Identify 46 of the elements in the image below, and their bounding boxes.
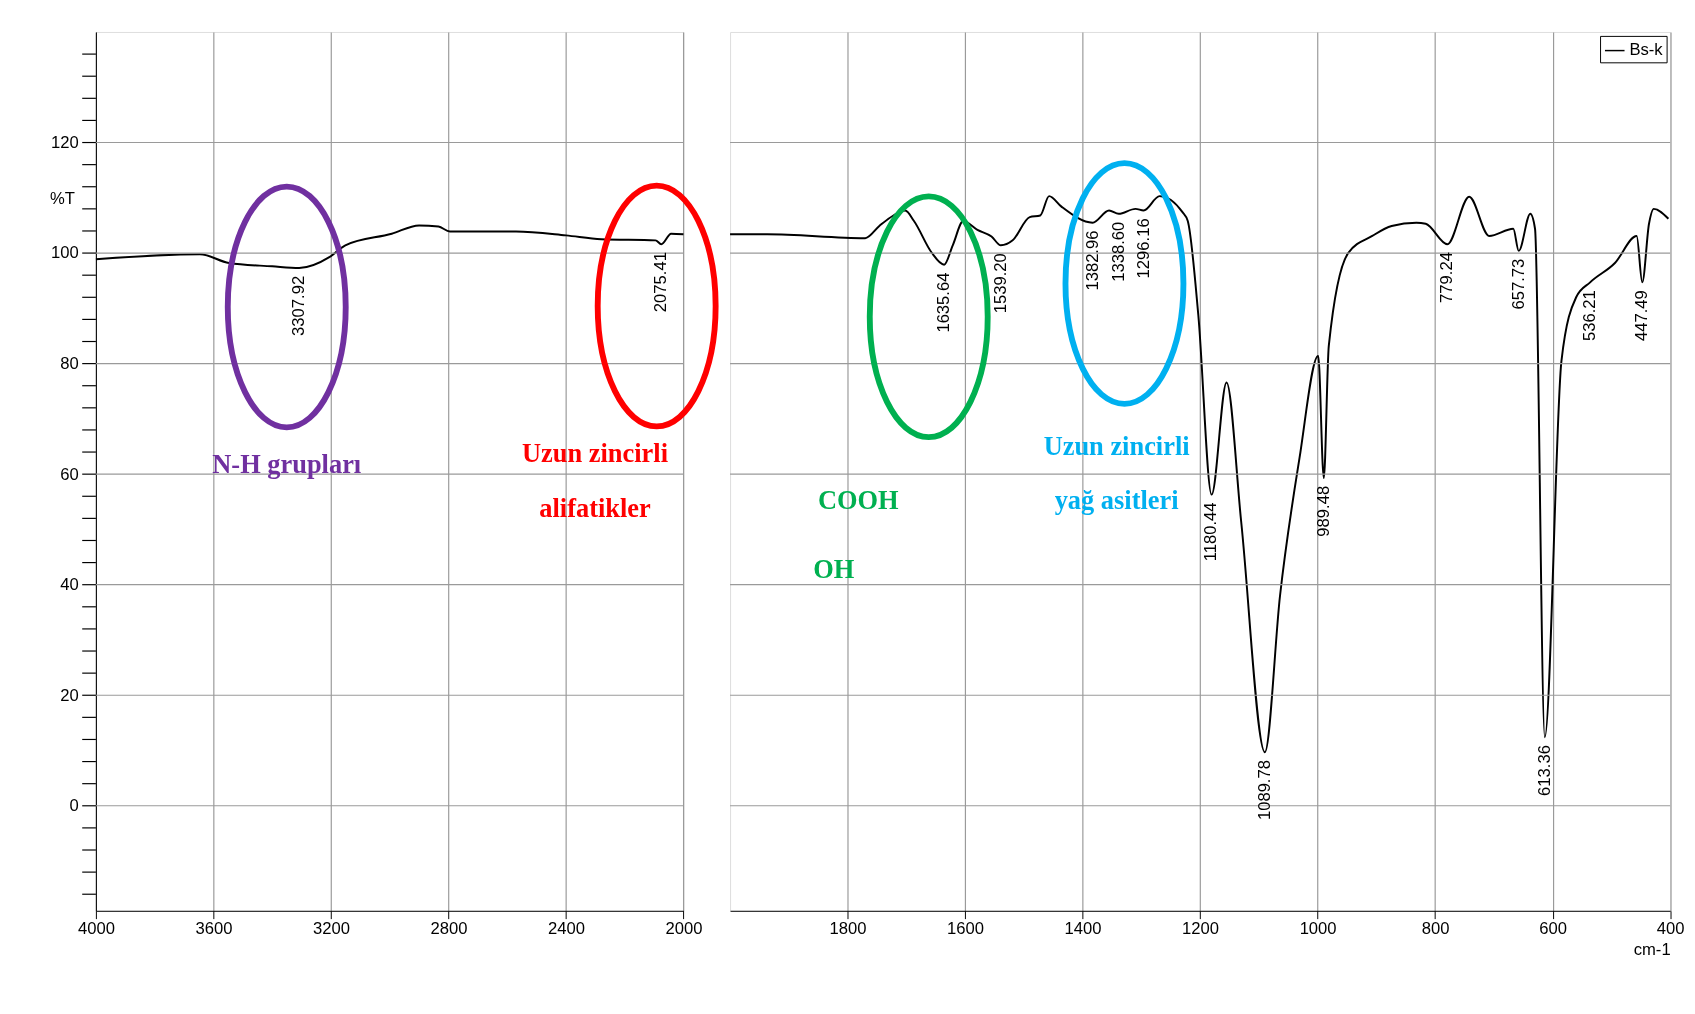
annotation: 1180.44	[1201, 502, 1221, 562]
x-tick-label: 4000	[77, 918, 115, 938]
x-tick-label: 2400	[547, 918, 585, 938]
y-tick-label: 20	[60, 685, 79, 705]
annotation: 1539.20	[990, 253, 1010, 314]
y-tick-label: 0	[69, 796, 79, 816]
annotation: Uzun zincirli	[522, 437, 668, 468]
annotation: 779.24	[1437, 252, 1457, 303]
legend-label: Bs-k	[1629, 40, 1664, 60]
x-axis-title: cm-1	[1633, 940, 1671, 960]
x-tick-label: 400	[1656, 918, 1685, 938]
annotation: 1338.60	[1108, 221, 1128, 282]
y-tick-label: 100	[51, 243, 79, 263]
x-tick-label: 1600	[947, 918, 985, 938]
y-tick-label: 120	[51, 132, 79, 152]
x-tick-label: 1000	[1299, 918, 1337, 938]
x-tick-label: 1400	[1064, 918, 1102, 938]
annotation: alifatikler	[539, 493, 652, 524]
x-tick-label: 3200	[312, 918, 350, 938]
x-tick-label: 800	[1421, 918, 1450, 938]
annotation: 3307.92	[289, 275, 309, 336]
annotation: 1296.16	[1133, 218, 1153, 279]
annotation: 447.49	[1632, 290, 1652, 342]
annotation: COOH	[817, 484, 900, 515]
x-tick-label: 1200	[1182, 918, 1220, 938]
annotation: 613.36	[1534, 745, 1554, 796]
y-tick-label: 80	[60, 354, 79, 373]
annotation: N-H grupları	[212, 449, 362, 480]
y-tick-label: 60	[60, 464, 79, 484]
annotation: 2075.41	[651, 252, 671, 313]
annotation: OH	[813, 554, 855, 585]
annotation: 1382.96	[1082, 230, 1102, 291]
annotation: 989.48	[1313, 485, 1333, 537]
x-tick-label: 600	[1539, 918, 1568, 938]
annotation: 1089.78	[1254, 760, 1274, 821]
y-tick-label: 40	[60, 575, 79, 595]
annotation: yağ asitleri	[1054, 484, 1179, 515]
x-tick-label: 2800	[430, 918, 468, 938]
annotation: 1635.64	[934, 272, 954, 333]
annotation: 657.73	[1508, 258, 1528, 310]
annotation: Uzun zincirli	[1043, 430, 1190, 461]
annotation: 536.21	[1580, 290, 1600, 342]
x-tick-label: 3600	[195, 918, 233, 938]
y-axis-title: %T	[49, 189, 75, 209]
x-tick-label: 2000	[665, 918, 703, 938]
x-tick-label: 1800	[829, 918, 867, 938]
